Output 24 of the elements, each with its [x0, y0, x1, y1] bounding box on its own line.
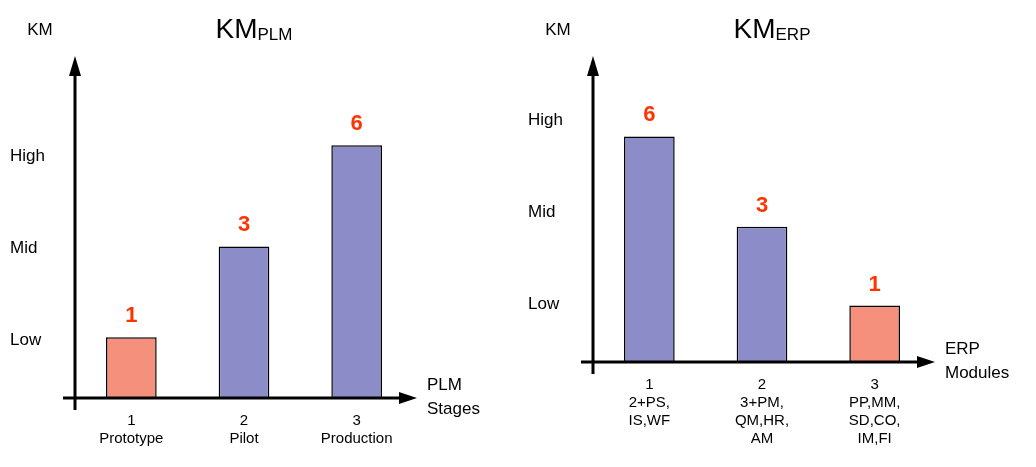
text: Low [10, 329, 42, 349]
annotation: 3 [237, 211, 251, 237]
text: High [10, 145, 45, 165]
x-tick-label: 3 PP,MM, SD,CO, IM,FI [848, 375, 901, 447]
x-tick-label: 2 3+PM, QM,HR, AM [734, 375, 790, 447]
text: High [528, 109, 563, 129]
x-tick-label: 1 2+PS, IS,WF [628, 375, 671, 429]
x-tick-label: 2 Pilot [229, 411, 260, 447]
annotation: 1 [868, 270, 881, 296]
annotation: 3 [755, 191, 769, 217]
annotation: 6 [350, 110, 363, 136]
x-axis-title: PLM Stages [427, 375, 480, 418]
chart-title: KMERP [733, 13, 811, 45]
y-axis-title: KM [545, 20, 571, 39]
annotation: 6 [643, 101, 656, 127]
x-axis-title: ERP Modules [945, 339, 1010, 382]
annotation: 1 [125, 302, 138, 328]
text: Mid [528, 201, 556, 221]
y-axis-title: KM [27, 20, 53, 39]
chart-title: KMPLM [215, 13, 293, 45]
x-tick-label: 1 Prototype [99, 411, 164, 447]
text: Low [528, 293, 560, 313]
text: Mid [10, 237, 38, 257]
x-tick-label: 3 Production [320, 411, 393, 447]
